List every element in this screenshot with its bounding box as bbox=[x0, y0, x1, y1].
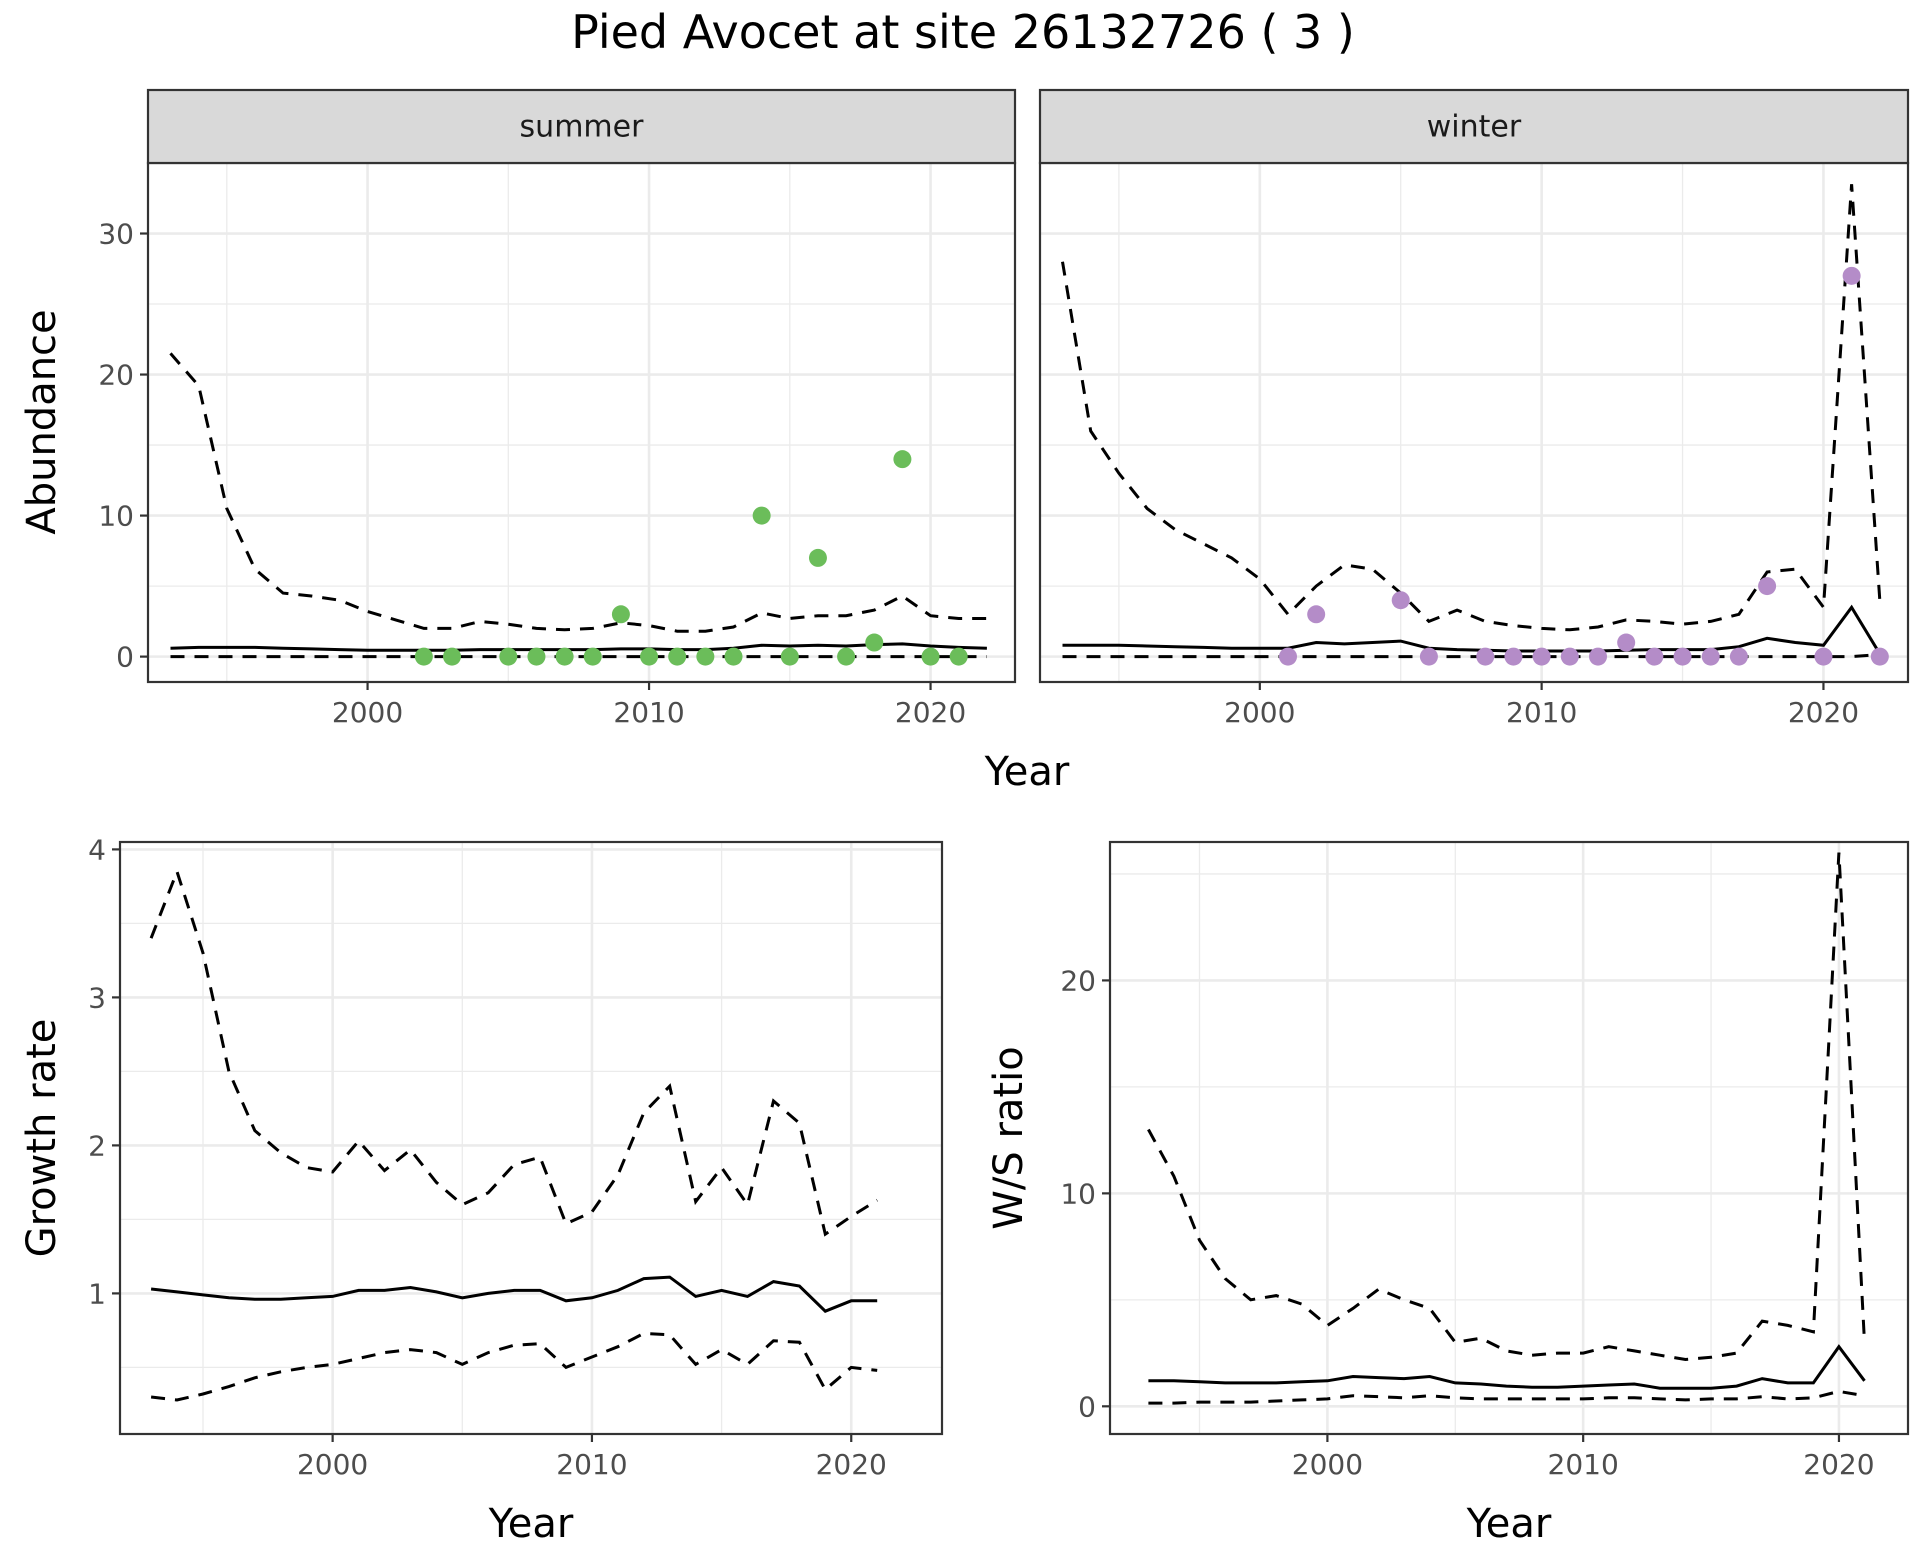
data-point bbox=[949, 647, 968, 666]
data-point bbox=[583, 647, 602, 666]
data-point bbox=[1560, 647, 1579, 666]
series-line-dashed-2 bbox=[150, 1331, 878, 1402]
panel-winter: winter 2000 2010 2020 bbox=[1038, 88, 1910, 729]
series-line-solid-0 bbox=[170, 642, 987, 652]
y-tick-label: 20 bbox=[1060, 964, 1096, 997]
panel-growth: 2000 2010 2020 1 2 3 4 Growth rate Year bbox=[19, 833, 944, 1547]
x-tick-label: 2000 bbox=[332, 696, 403, 729]
data-point bbox=[1673, 647, 1692, 666]
x-axis-title: Year bbox=[488, 1501, 574, 1547]
y-tick-label: 10 bbox=[1060, 1177, 1096, 1210]
data-point bbox=[1645, 647, 1664, 666]
series-line-dashed-2 bbox=[1148, 1389, 1865, 1405]
data-point bbox=[1617, 633, 1636, 652]
x-axis-title-facets: Year bbox=[984, 749, 1070, 795]
data-point bbox=[1504, 647, 1523, 666]
data-point bbox=[865, 633, 884, 652]
data-point bbox=[1758, 577, 1777, 596]
data-point bbox=[837, 647, 856, 666]
facet-strip bbox=[1038, 88, 1910, 165]
panel-border bbox=[118, 840, 944, 1436]
data-point bbox=[1419, 647, 1438, 666]
y-tick-label: 10 bbox=[98, 500, 134, 533]
data-point bbox=[668, 647, 687, 666]
data-point bbox=[1701, 647, 1720, 666]
y-tick-label: 0 bbox=[1078, 1390, 1096, 1423]
y-tick-label: 0 bbox=[116, 641, 134, 674]
data-point bbox=[780, 647, 799, 666]
series-line-dashed-1 bbox=[169, 352, 987, 633]
data-point bbox=[1842, 266, 1861, 285]
y-axis-title: W/S ratio bbox=[986, 1046, 1032, 1229]
y-tick-label: 20 bbox=[98, 359, 134, 392]
figure-title: Pied Avocet at site 26132726 ( 3 ) bbox=[571, 5, 1355, 59]
data-point bbox=[1532, 647, 1551, 666]
y-axis-title: Abundance bbox=[19, 309, 65, 534]
data-point bbox=[1814, 647, 1833, 666]
x-tick-label: 2010 bbox=[613, 696, 684, 729]
data-point bbox=[443, 647, 462, 666]
data-point bbox=[1279, 647, 1297, 666]
data-point bbox=[893, 450, 912, 469]
series-line-solid-0 bbox=[1148, 1344, 1866, 1390]
facet-strip bbox=[146, 88, 1017, 165]
x-tick-label: 2000 bbox=[1224, 696, 1295, 729]
data-point bbox=[921, 647, 940, 666]
data-point bbox=[696, 647, 715, 666]
x-tick-label: 2010 bbox=[556, 1448, 627, 1481]
data-point bbox=[527, 647, 546, 666]
data-point bbox=[1589, 647, 1607, 666]
data-point bbox=[724, 647, 743, 666]
data-point bbox=[808, 548, 827, 567]
x-tick-label: 2020 bbox=[1803, 1448, 1874, 1481]
x-axis-title: Year bbox=[1466, 1501, 1552, 1547]
data-point bbox=[1476, 647, 1495, 666]
x-tick-label: 2000 bbox=[297, 1448, 368, 1481]
data-point bbox=[555, 647, 574, 666]
data-point bbox=[1307, 605, 1326, 624]
panel-summer: summer 2000 2010 2020 0 10 20 30 Abundance bbox=[19, 88, 1017, 729]
panel-border bbox=[1108, 840, 1910, 1436]
x-tick-label: 2020 bbox=[895, 696, 966, 729]
x-tick-label: 2000 bbox=[1292, 1448, 1363, 1481]
data-point bbox=[611, 605, 630, 624]
data-point bbox=[640, 647, 659, 666]
data-point bbox=[414, 647, 433, 666]
y-tick-label: 4 bbox=[88, 833, 106, 866]
series-line-solid-0 bbox=[150, 1275, 878, 1313]
y-tick-label: 1 bbox=[88, 1277, 106, 1310]
data-point bbox=[499, 647, 518, 666]
x-tick-label: 2020 bbox=[816, 1448, 887, 1481]
y-tick-label: 2 bbox=[88, 1129, 106, 1162]
series-line-dashed-1 bbox=[1147, 852, 1866, 1362]
series-line-dashed-1 bbox=[1061, 184, 1882, 632]
x-tick-label: 2010 bbox=[1548, 1448, 1619, 1481]
data-point bbox=[1870, 647, 1889, 666]
data-point bbox=[752, 506, 771, 525]
data-point bbox=[1729, 647, 1748, 666]
y-tick-label: 30 bbox=[98, 218, 134, 251]
panel-border bbox=[1038, 161, 1910, 684]
series-line-dashed-1 bbox=[149, 867, 878, 1237]
facet-strip-label: summer bbox=[520, 110, 645, 145]
y-tick-label: 3 bbox=[88, 981, 106, 1014]
x-tick-label: 2020 bbox=[1788, 696, 1859, 729]
series-line-solid-0 bbox=[1062, 604, 1882, 655]
facet-strip-label: winter bbox=[1427, 110, 1522, 145]
panel-ratio: 2000 2010 2020 0 10 20 W/S ratio Year bbox=[986, 840, 1910, 1547]
x-tick-label: 2010 bbox=[1506, 696, 1577, 729]
y-axis-title: Growth rate bbox=[19, 1019, 65, 1258]
data-point bbox=[1391, 591, 1410, 610]
